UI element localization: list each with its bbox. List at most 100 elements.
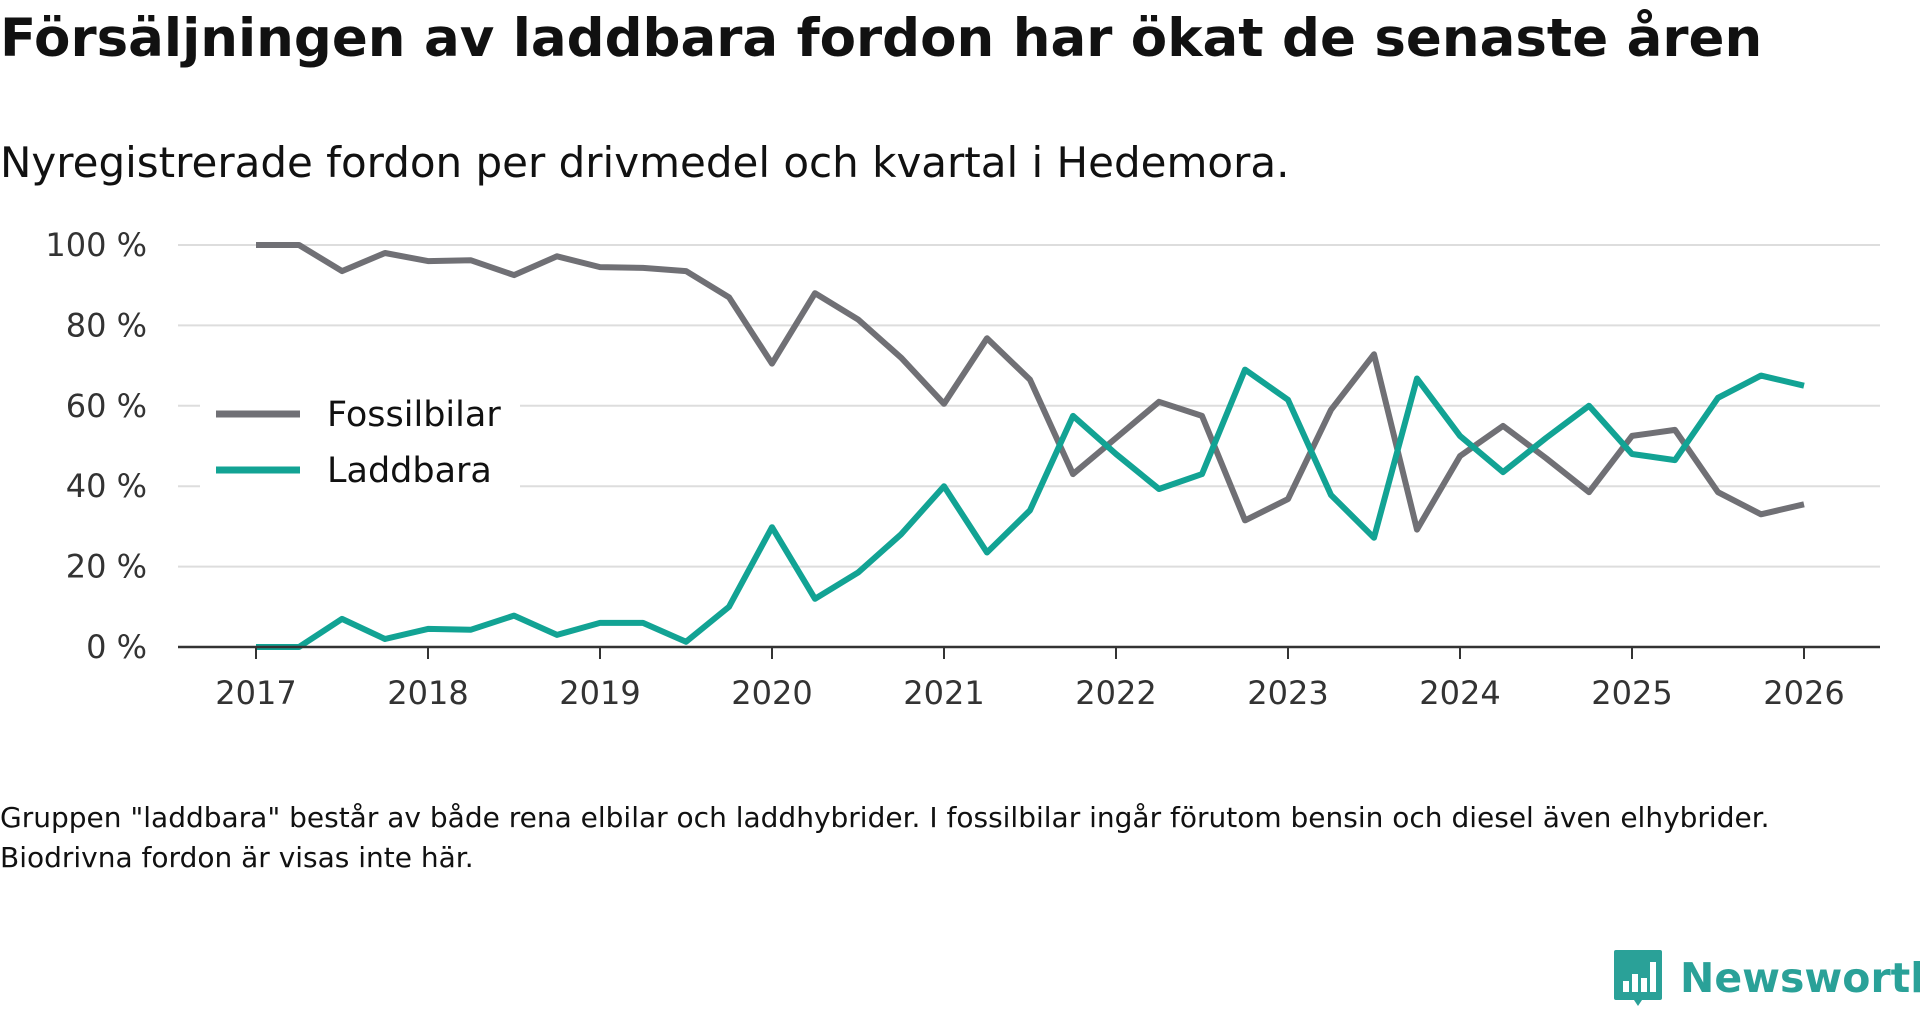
data-point-fossilbilar: [1629, 433, 1635, 439]
data-point-fossilbilar: [640, 265, 646, 271]
data-point-fossilbilar: [683, 268, 689, 274]
x-tick-label: 2018: [387, 674, 468, 712]
data-point-fossilbilar: [1371, 351, 1377, 357]
x-tick-label: 2021: [903, 674, 984, 712]
y-tick-label: 0 %: [86, 628, 147, 666]
series-lines: [253, 242, 1807, 650]
data-point-fossilbilar: [253, 242, 259, 248]
data-point-laddbara: [984, 550, 990, 556]
data-point-laddbara: [511, 613, 517, 619]
data-point-laddbara: [1285, 397, 1291, 403]
y-tick-label: 40 %: [66, 467, 147, 505]
data-point-laddbara: [1156, 486, 1162, 492]
data-point-laddbara: [1543, 435, 1549, 441]
y-tick-label: 60 %: [66, 387, 147, 425]
data-point-fossilbilar: [812, 290, 818, 296]
data-point-laddbara: [1414, 375, 1420, 381]
footnote: Gruppen "laddbara" består av både rena e…: [0, 801, 1770, 874]
x-tick-label: 2019: [559, 674, 640, 712]
data-point-fossilbilar: [769, 361, 775, 367]
data-point-fossilbilar: [1113, 435, 1119, 441]
data-point-fossilbilar: [597, 264, 603, 270]
x-axis: 2017 2018 2019 2020 2021 2022 2023 2024 2025 2026: [215, 647, 1845, 712]
legend-label-fossilbilar: Fossilbilar: [327, 395, 501, 435]
x-tick-label: 2022: [1075, 674, 1156, 712]
data-point-fossilbilar: [1199, 413, 1205, 419]
data-point-laddbara: [1371, 535, 1377, 541]
data-point-laddbara: [1199, 471, 1205, 477]
data-point-laddbara: [726, 604, 732, 610]
data-point-laddbara: [1758, 373, 1764, 379]
data-point-fossilbilar: [1242, 517, 1248, 523]
data-point-laddbara: [1027, 507, 1033, 513]
x-tick-label: 2023: [1247, 674, 1328, 712]
data-point-fossilbilar: [1801, 501, 1807, 507]
bar-chart-speech-bubble-icon: [1614, 950, 1662, 1006]
data-point-laddbara: [1113, 451, 1119, 457]
data-point-laddbara: [468, 627, 474, 633]
data-point-laddbara: [382, 636, 388, 642]
brand-logo: Newsworthy: [1612, 948, 1920, 1008]
data-point-fossilbilar: [941, 401, 947, 407]
data-point-fossilbilar: [1027, 377, 1033, 383]
legend: Fossilbilar Laddbara: [200, 385, 520, 495]
data-point-laddbara: [769, 524, 775, 530]
data-point-laddbara: [1586, 403, 1592, 409]
data-point-laddbara: [1801, 383, 1807, 389]
data-point-laddbara: [1629, 451, 1635, 457]
data-point-fossilbilar: [1156, 399, 1162, 405]
data-point-fossilbilar: [382, 250, 388, 256]
y-tick-label: 100 %: [45, 226, 147, 264]
x-tick-label: 2020: [731, 674, 812, 712]
data-point-laddbara: [1715, 395, 1721, 401]
data-point-laddbara: [1457, 433, 1463, 439]
data-point-laddbara: [898, 531, 904, 537]
data-point-fossilbilar: [1586, 489, 1592, 495]
data-point-laddbara: [683, 639, 689, 645]
data-point-fossilbilar: [1328, 407, 1334, 413]
data-point-laddbara: [554, 632, 560, 638]
data-point-fossilbilar: [1500, 423, 1506, 429]
data-point-laddbara: [855, 570, 861, 576]
data-point-fossilbilar: [1285, 496, 1291, 502]
data-point-fossilbilar: [511, 272, 517, 278]
data-point-laddbara: [597, 620, 603, 626]
y-tick-label: 80 %: [66, 306, 147, 344]
series-line-fossilbilar: [256, 242, 1805, 533]
series-fossilbilar: [253, 242, 1807, 533]
chart-subtitle: Nyregistrerade fordon per drivmedel och …: [0, 138, 1290, 187]
y-axis: 0 % 20 % 40 % 60 % 80 % 100 %: [45, 226, 147, 666]
x-tick-label: 2017: [215, 674, 296, 712]
data-point-fossilbilar: [296, 242, 302, 248]
data-point-fossilbilar: [1758, 511, 1764, 517]
data-point-laddbara: [339, 616, 345, 622]
data-point-fossilbilar: [1457, 453, 1463, 459]
data-point-fossilbilar: [554, 253, 560, 259]
data-point-fossilbilar: [1414, 527, 1420, 533]
data-point-fossilbilar: [1543, 455, 1549, 461]
data-point-laddbara: [640, 620, 646, 626]
data-point-fossilbilar: [1672, 427, 1678, 433]
legend-label-laddbara: Laddbara: [327, 451, 492, 491]
data-point-fossilbilar: [425, 258, 431, 264]
data-point-laddbara: [1500, 469, 1506, 475]
data-point-laddbara: [1672, 457, 1678, 463]
data-point-fossilbilar: [1715, 489, 1721, 495]
data-point-fossilbilar: [1070, 471, 1076, 477]
data-point-laddbara: [425, 626, 431, 632]
series-laddbara: [256, 366, 1807, 650]
data-point-laddbara: [941, 483, 947, 489]
x-tick-label: 2025: [1591, 674, 1672, 712]
series-line-laddbara: [256, 366, 1805, 650]
data-point-fossilbilar: [468, 257, 474, 263]
data-point-laddbara: [1328, 492, 1334, 498]
data-point-fossilbilar: [984, 335, 990, 341]
chart-title: Försäljningen av laddbara fordon har öka…: [0, 8, 1763, 69]
data-point-fossilbilar: [898, 355, 904, 361]
data-point-fossilbilar: [855, 316, 861, 322]
data-point-fossilbilar: [339, 268, 345, 274]
data-point-laddbara: [1070, 413, 1076, 419]
x-tick-label: 2026: [1763, 674, 1844, 712]
legend-background: [200, 385, 520, 495]
